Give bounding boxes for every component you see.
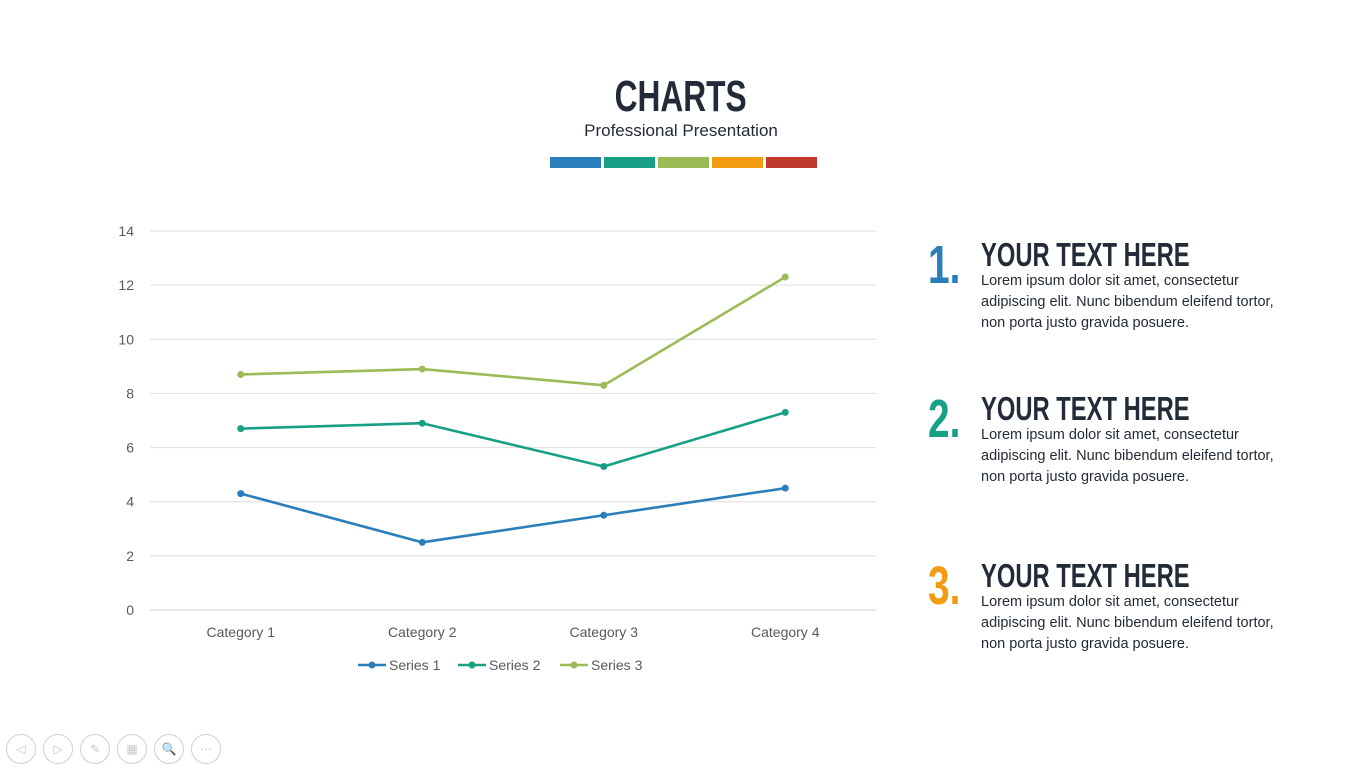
data-point [418, 365, 426, 373]
x-tick-label: Category 2 [388, 624, 457, 640]
zoom-icon: 🔍 [161, 742, 177, 756]
legend-marker [368, 661, 376, 669]
item-heading: YOUR TEXT HERE [981, 236, 1271, 274]
item-heading-text: YOUR TEXT HERE [981, 390, 1190, 427]
series-line-2 [240, 411, 786, 468]
item-heading-text: YOUR TEXT HERE [981, 236, 1190, 273]
slide-subtitle: Professional Presentation [584, 121, 778, 140]
series-line-3 [240, 275, 786, 387]
more-button[interactable]: ⋯ [191, 734, 221, 764]
x-tick-label: Category 3 [570, 624, 639, 640]
item-text: Lorem ipsum dolor sit amet, consectetur … [981, 427, 1274, 485]
pen-button[interactable]: ✎ [80, 734, 110, 764]
next-icon: ▷ [53, 742, 63, 756]
item-number: 1. [928, 234, 973, 296]
y-tick-label: 0 [126, 602, 134, 618]
legend-label: Series 1 [389, 657, 441, 673]
series-line-1 [240, 486, 786, 544]
color-swatch [604, 157, 655, 168]
y-tick-label: 10 [118, 331, 134, 347]
item-number: 2. [928, 388, 973, 450]
color-swatch [658, 157, 709, 168]
y-tick-label: 14 [118, 223, 134, 239]
data-point [237, 370, 245, 378]
data-point [600, 381, 608, 389]
more-icon: ⋯ [200, 742, 212, 756]
item-number-text: 3. [928, 556, 961, 616]
pen-icon: ✎ [89, 742, 101, 756]
x-tick-label: Category 4 [751, 624, 820, 640]
x-tick-label: Category 1 [207, 624, 276, 640]
legend-marker [468, 661, 476, 669]
slides-button[interactable]: ▦ [117, 734, 147, 764]
item-number: 3. [928, 555, 973, 617]
previous-icon: ◁ [16, 742, 26, 756]
data-point [418, 538, 426, 546]
data-point [781, 484, 789, 492]
color-swatch [712, 157, 763, 168]
y-tick-label: 2 [126, 548, 134, 564]
previous-button[interactable]: ◁ [6, 734, 36, 764]
next-button[interactable]: ▷ [43, 734, 73, 764]
data-point [781, 408, 789, 416]
item-heading: YOUR TEXT HERE [981, 390, 1271, 428]
slides-icon: ▦ [126, 742, 138, 756]
color-bar [550, 157, 817, 168]
y-tick-label: 8 [126, 385, 134, 401]
data-point [600, 511, 608, 519]
item-text: Lorem ipsum dolor sit amet, consectetur … [981, 273, 1274, 331]
data-point [237, 425, 245, 433]
data-point [781, 273, 789, 281]
line-chart: 0 2 4 6 8 10 12 14 Category 1 Category 2 Category … [118, 223, 876, 673]
y-tick-label: 6 [126, 440, 134, 456]
title-text: CHARTS [614, 72, 747, 121]
data-point [600, 463, 608, 471]
y-tick-label: 12 [118, 277, 134, 293]
color-swatch [766, 157, 817, 168]
item-heading-text: YOUR TEXT HERE [981, 557, 1190, 594]
item-text: Lorem ipsum dolor sit amet, consectetur … [981, 594, 1274, 652]
y-tick-label: 4 [126, 494, 134, 510]
data-point [418, 419, 426, 427]
legend-marker [570, 661, 578, 669]
legend-label: Series 2 [489, 657, 541, 673]
item-number-text: 2. [928, 389, 961, 449]
item-heading: YOUR TEXT HERE [981, 557, 1271, 595]
zoom-button[interactable]: 🔍 [154, 734, 184, 764]
color-swatch [550, 157, 601, 168]
presentation-toolbar: ◁ ▷ ✎ ▦ 🔍 ⋯ [6, 734, 221, 764]
data-point [237, 490, 245, 498]
legend-label: Series 3 [591, 657, 643, 673]
slide-title: CHARTS [0, 72, 1362, 122]
item-number-text: 1. [928, 235, 961, 295]
